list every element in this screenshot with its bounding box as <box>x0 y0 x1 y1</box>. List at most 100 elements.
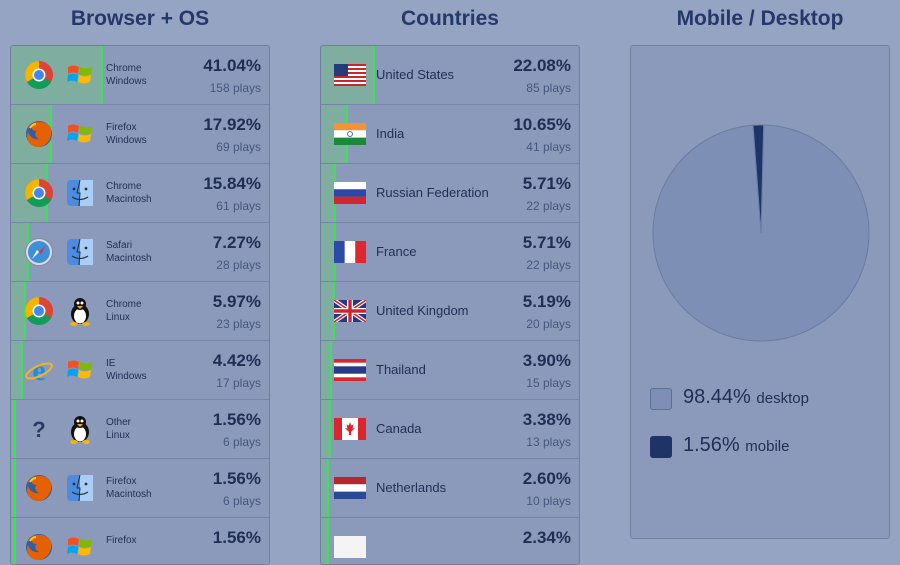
browser-row[interactable]: Chrome Linux 5.97% 23 plays <box>11 282 269 341</box>
browser-percent: 7.27% <box>212 233 261 252</box>
country-name: India <box>376 126 405 141</box>
mac-finder-icon <box>65 178 95 208</box>
browser-percent: 1.56% <box>212 528 261 547</box>
share-bar <box>11 341 23 399</box>
browser-percent: 41.04% <box>203 56 261 75</box>
browser-percent: 17.92% <box>203 115 261 134</box>
browser-row[interactable]: Chrome Windows 41.04% 158 plays <box>11 46 269 105</box>
country-row[interactable]: United Kingdom 5.19% 20 plays <box>321 282 579 341</box>
country-row[interactable]: Canada 3.38% 13 plays <box>321 400 579 459</box>
ie-icon: e <box>24 355 54 385</box>
browser-os-panel: Chrome Windows 41.04% 158 plays Firefox Win… <box>10 45 270 565</box>
browser-plays: 6 plays <box>222 435 261 449</box>
windows-icon <box>65 355 95 385</box>
chrome-icon <box>24 296 54 326</box>
country-name: United States <box>376 67 455 82</box>
device-pie-chart <box>652 124 870 342</box>
chrome-icon <box>24 60 54 90</box>
unknown-icon: ? <box>24 414 54 444</box>
country-name: Thailand <box>376 362 426 377</box>
browser-plays: 23 plays <box>216 317 261 331</box>
firefox-icon <box>24 473 54 503</box>
browser-os-name: Safari Macintosh <box>106 240 152 264</box>
browser-os-name: Firefox Macintosh <box>106 476 152 500</box>
share-bar <box>321 341 333 399</box>
desktop-swatch <box>650 388 672 410</box>
browser-row[interactable]: ? Other Linux 1.56% 6 plays <box>11 400 269 459</box>
browser-plays: 158 plays <box>209 81 261 95</box>
mobile-slice <box>752 124 765 234</box>
browser-os-name: Firefox Windows <box>106 122 147 146</box>
mobile-legend-text: 1.56% mobile <box>683 434 789 457</box>
safari-icon <box>24 237 54 267</box>
windows-icon <box>65 60 95 90</box>
windows-icon <box>65 119 95 149</box>
mobile-swatch <box>650 436 672 458</box>
country-row[interactable]: 2.34% <box>321 518 579 564</box>
country-row[interactable]: Thailand 3.90% 15 plays <box>321 341 579 400</box>
white-flag-icon <box>334 536 366 558</box>
country-row[interactable]: United States 22.08% 85 plays <box>321 46 579 105</box>
country-percent: 2.60% <box>522 469 571 488</box>
country-plays: 22 plays <box>526 258 571 272</box>
country-name: Russian Federation <box>376 185 489 200</box>
country-plays: 13 plays <box>526 435 571 449</box>
svg-text:e: e <box>32 355 45 385</box>
browser-plays: 61 plays <box>216 199 261 213</box>
uk-flag-icon <box>334 300 366 322</box>
country-percent: 2.34% <box>522 528 571 547</box>
browser-row[interactable]: Firefox Windows 17.92% 69 plays <box>11 105 269 164</box>
browser-os-name: Chrome Linux <box>106 299 142 323</box>
india-flag-icon <box>334 123 366 145</box>
country-percent: 3.38% <box>522 410 571 429</box>
mobile-percent: 1.56% <box>683 434 740 456</box>
share-bar <box>321 518 329 564</box>
country-name: Canada <box>376 421 422 436</box>
browser-plays: 17 plays <box>216 376 261 390</box>
browser-row[interactable]: Firefox 1.56% <box>11 518 269 564</box>
share-bar <box>321 459 330 517</box>
mac-finder-icon <box>65 237 95 267</box>
linux-tux-icon <box>65 414 95 444</box>
share-bar <box>11 400 17 458</box>
country-percent: 3.90% <box>522 351 571 370</box>
russia-flag-icon <box>334 182 366 204</box>
country-row[interactable]: India 10.65% 41 plays <box>321 105 579 164</box>
browser-os-name: IE Windows <box>106 358 147 382</box>
browser-plays: 6 plays <box>222 494 261 508</box>
countries-title: Countries <box>400 7 499 30</box>
share-bar <box>11 518 17 564</box>
country-name: France <box>376 244 417 259</box>
mobile-label: mobile <box>745 438 790 455</box>
country-row[interactable]: Russian Federation 5.71% 22 plays <box>321 164 579 223</box>
country-row[interactable]: France 5.71% 22 plays <box>321 223 579 282</box>
country-percent: 5.71% <box>522 174 571 193</box>
browser-os-name: Firefox <box>106 535 137 546</box>
thailand-flag-icon <box>334 359 366 381</box>
browser-row[interactable]: Safari Macintosh 7.27% 28 plays <box>11 223 269 282</box>
mobile-desktop-title: Mobile / Desktop <box>676 7 844 30</box>
browser-percent: 1.56% <box>212 410 261 429</box>
mobile-desktop-panel: 98.44% desktop 1.56% mobile <box>630 45 890 539</box>
firefox-icon <box>24 119 54 149</box>
svg-text:?: ? <box>32 417 45 442</box>
countries-panel: United States 22.08% 85 plays India 10.65% 41… <box>320 45 580 565</box>
country-plays: 85 plays <box>526 81 571 95</box>
country-plays: 22 plays <box>526 199 571 213</box>
browser-percent: 4.42% <box>212 351 261 370</box>
country-row[interactable]: Netherlands 2.60% 10 plays <box>321 459 579 518</box>
browser-percent: 5.97% <box>212 292 261 311</box>
country-plays: 41 plays <box>526 140 571 154</box>
country-percent: 22.08% <box>513 56 571 75</box>
browser-os-title: Browser + OS <box>70 7 210 30</box>
firefox-icon <box>24 532 54 562</box>
browser-row[interactable]: Chrome Macintosh 15.84% 61 plays <box>11 164 269 223</box>
desktop-label: desktop <box>756 390 809 407</box>
browser-row[interactable]: e IE Windows 4.42% 17 plays <box>11 341 269 400</box>
browser-row[interactable]: Firefox Macintosh 1.56% 6 plays <box>11 459 269 518</box>
mac-finder-icon <box>65 473 95 503</box>
france-flag-icon <box>334 241 366 263</box>
browser-percent: 1.56% <box>212 469 261 488</box>
browser-os-name: Other Linux <box>106 417 132 441</box>
linux-tux-icon <box>65 296 95 326</box>
